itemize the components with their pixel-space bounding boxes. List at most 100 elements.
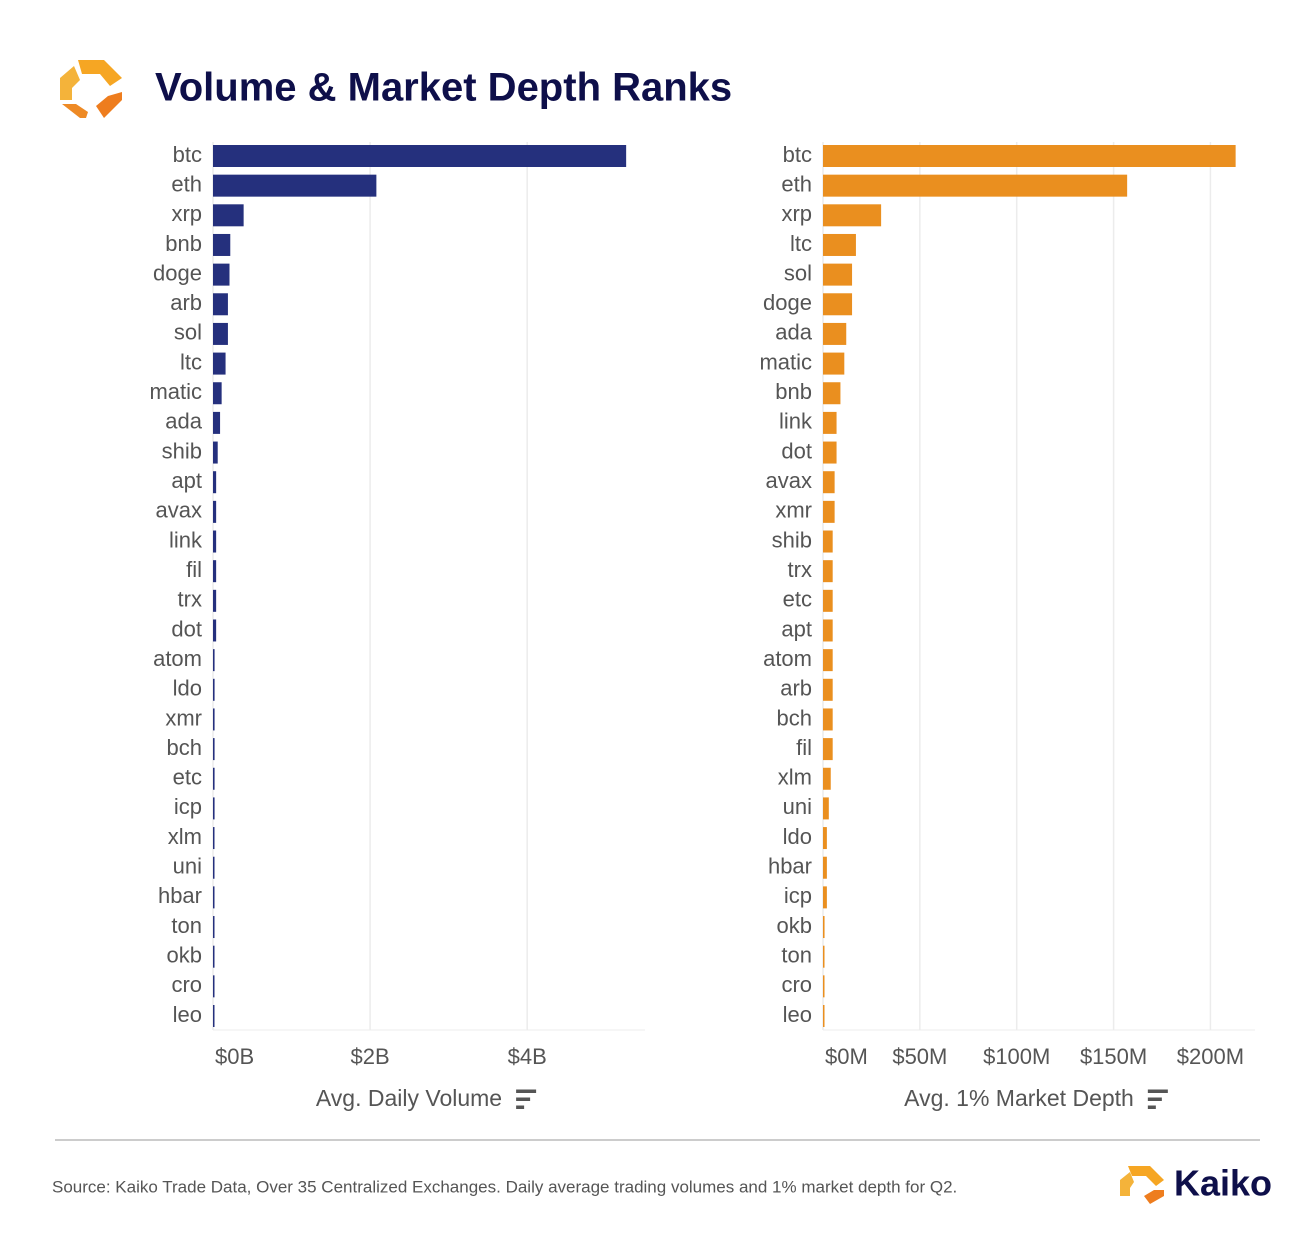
x-tick-label: $200M	[1177, 1044, 1244, 1069]
y-tick-label: leo	[173, 1002, 202, 1027]
y-tick-label: okb	[777, 913, 812, 938]
y-tick-label: avax	[766, 468, 812, 493]
bar	[213, 560, 217, 583]
bar	[823, 293, 853, 316]
y-tick-label: doge	[763, 290, 812, 315]
x-axis-label: Avg. Daily Volume	[316, 1085, 502, 1111]
y-tick-label: xmr	[165, 705, 202, 730]
y-tick-label: xmr	[775, 498, 812, 523]
y-tick-label: bnb	[775, 379, 812, 404]
x-tick-label: $100M	[983, 1044, 1050, 1069]
y-tick-label: shib	[162, 438, 202, 463]
bar	[823, 471, 835, 494]
y-tick-label: etc	[173, 765, 202, 790]
bar	[823, 352, 845, 375]
y-tick-label: link	[779, 409, 813, 434]
chart-title: Volume & Market Depth Ranks	[155, 66, 732, 110]
y-tick-label: bch	[777, 705, 812, 730]
bar	[213, 767, 215, 790]
y-tick-label: ltc	[180, 349, 202, 374]
brand-name: Kaiko	[1174, 1163, 1272, 1204]
x-tick-label: $0M	[825, 1044, 868, 1069]
y-tick-label: apt	[781, 616, 812, 641]
bar	[213, 1005, 215, 1027]
bar	[823, 975, 825, 998]
y-tick-label: ltc	[790, 231, 812, 256]
x-tick-label: $150M	[1080, 1044, 1147, 1069]
y-tick-label: dot	[171, 616, 202, 641]
bar	[213, 856, 215, 879]
sort-icon	[516, 1089, 537, 1093]
y-tick-label: ton	[171, 913, 202, 938]
bar	[213, 145, 627, 167]
bar	[213, 738, 215, 761]
y-tick-label: cro	[171, 972, 202, 997]
y-tick-label: ldo	[173, 676, 202, 701]
bar	[823, 411, 837, 434]
x-tick-label: $4B	[508, 1044, 547, 1069]
bar	[213, 827, 215, 850]
bar	[823, 856, 827, 879]
bar	[823, 945, 825, 968]
bar	[213, 589, 217, 612]
y-tick-label: arb	[170, 290, 202, 315]
bar	[823, 678, 833, 701]
bar	[823, 204, 882, 227]
logo-icon	[60, 60, 122, 118]
y-tick-label: avax	[156, 498, 202, 523]
bar	[213, 263, 230, 286]
bar	[213, 708, 215, 731]
bar	[823, 738, 833, 761]
bar	[823, 619, 833, 642]
y-tick-label: xlm	[168, 824, 202, 849]
bar	[823, 263, 853, 286]
sort-icon	[1147, 1089, 1168, 1093]
bar	[823, 322, 847, 345]
sort-icon	[516, 1097, 531, 1101]
y-tick-label: fil	[796, 735, 812, 760]
source-note: Source: Kaiko Trade Data, Over 35 Centra…	[52, 1177, 957, 1196]
bar	[213, 678, 215, 701]
bar	[823, 797, 829, 820]
bar	[213, 945, 215, 968]
y-tick-label: hbar	[158, 883, 202, 908]
y-tick-label: xrp	[781, 201, 812, 226]
y-tick-label: dot	[781, 438, 812, 463]
y-tick-label: sol	[784, 260, 812, 285]
bar	[213, 233, 231, 256]
y-tick-label: sol	[174, 320, 202, 345]
bar-chart: $0B $2B $4B btc eth xrp bnb doge arb sol ltc matic a…	[149, 142, 645, 1111]
y-tick-label: icp	[174, 794, 202, 819]
bar	[213, 382, 222, 405]
y-tick-label: cro	[781, 972, 812, 997]
y-tick-label: matic	[149, 379, 202, 404]
bar	[823, 708, 833, 731]
bar	[823, 441, 837, 464]
bar	[213, 975, 215, 998]
y-tick-label: eth	[171, 171, 202, 196]
bar	[823, 233, 856, 256]
y-tick-label: btc	[783, 142, 812, 167]
bar	[823, 500, 835, 523]
bar	[823, 174, 1128, 197]
y-tick-label: hbar	[768, 854, 812, 879]
y-tick-label: ldo	[783, 824, 812, 849]
bar	[213, 530, 217, 553]
bar	[823, 589, 833, 612]
sort-icon	[1147, 1097, 1162, 1101]
y-tick-label: doge	[153, 260, 202, 285]
bar	[213, 649, 215, 672]
y-tick-label: trx	[788, 557, 812, 582]
bar	[213, 619, 217, 642]
bar	[213, 293, 228, 316]
y-tick-label: arb	[780, 676, 812, 701]
y-tick-label: xlm	[778, 765, 812, 790]
y-tick-label: matic	[759, 349, 812, 374]
bar	[213, 352, 226, 375]
y-tick-label: bch	[167, 735, 202, 760]
bar	[823, 886, 827, 909]
sort-icon	[1147, 1105, 1156, 1109]
bar-chart: $0M $50M $100M $150M $200M btc eth xrp ltc sol dog…	[759, 142, 1255, 1111]
y-tick-label: uni	[783, 794, 812, 819]
